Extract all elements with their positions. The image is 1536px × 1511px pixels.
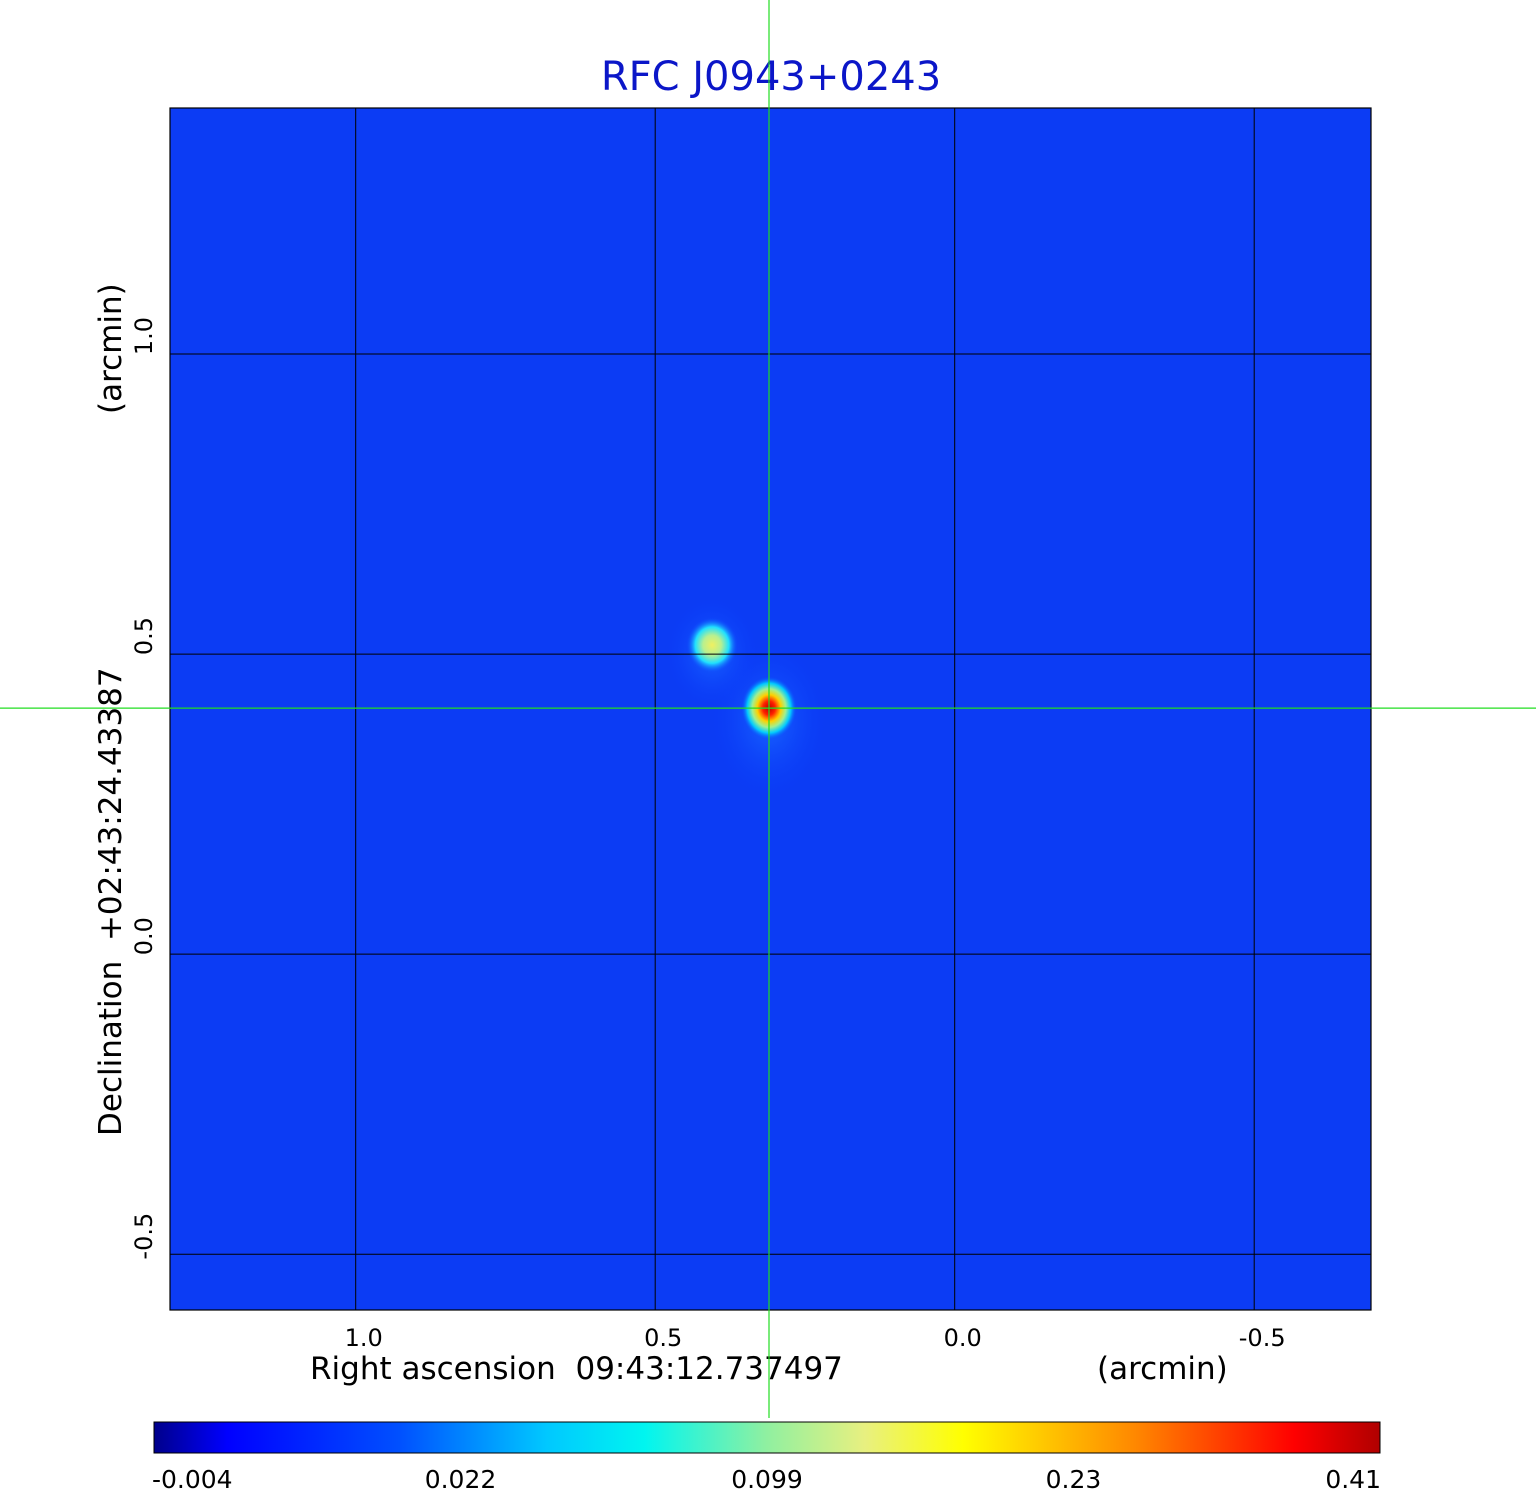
chart-title: RFC J0943+0243 [601, 54, 941, 100]
x-tick-labels: 1.0 0.5 0.0 -0.5 [345, 1324, 1286, 1352]
colorbar-tick-labels: -0.004 0.022 0.099 0.23 0.41 [152, 1465, 1381, 1494]
crosshair [0, 0, 1536, 1418]
x-axis-label: Right ascension 09:43:12.737497 [310, 1351, 843, 1387]
y-tick-labels: 1.0 0.5 0.0 -0.5 [130, 317, 158, 1260]
colorbar-tick-label: 0.41 [1325, 1465, 1381, 1494]
plot-frame [169, 107, 1372, 1311]
colorbar-tick-label: 0.099 [731, 1465, 803, 1494]
x-tick-label: -0.5 [1239, 1324, 1286, 1352]
y-tick-label: -0.5 [130, 1213, 158, 1260]
grid [170, 108, 1371, 1310]
y-tick-label: 0.5 [130, 617, 158, 655]
x-tick-label: 1.0 [345, 1324, 383, 1352]
colorbar [153, 1421, 1381, 1454]
colorbar-tick-label: 0.23 [1046, 1465, 1102, 1494]
x-tick-label: 0.5 [644, 1324, 682, 1352]
colorbar-tick-label: 0.022 [425, 1465, 497, 1494]
y-tick-label: 0.0 [130, 917, 158, 955]
source-component [686, 617, 739, 674]
y-axis-unit: (arcmin) [93, 283, 129, 414]
y-tick-label: 1.0 [130, 317, 158, 355]
x-axis-unit: (arcmin) [1097, 1351, 1228, 1387]
colorbar-tick-label: -0.004 [152, 1465, 233, 1494]
y-axis-label: Declination +02:43:24.43387 [93, 667, 129, 1136]
x-tick-label: 0.0 [944, 1324, 982, 1352]
